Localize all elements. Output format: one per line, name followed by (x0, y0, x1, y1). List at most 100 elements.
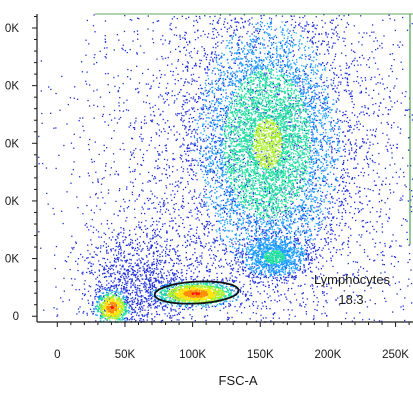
event-point (159, 167, 161, 169)
event-point (146, 261, 148, 264)
event-point (75, 242, 77, 244)
event-point (384, 297, 386, 299)
event-point (329, 207, 331, 209)
event-point (314, 238, 316, 240)
event-point (91, 243, 93, 246)
event-point (131, 239, 133, 242)
event-point (323, 286, 325, 288)
event-point (343, 193, 345, 195)
event-point (139, 245, 141, 247)
event-point (339, 110, 341, 112)
event-point (93, 256, 95, 258)
event-point (133, 156, 135, 158)
event-point (204, 226, 206, 229)
event-point (187, 216, 189, 219)
event-point (321, 249, 323, 251)
event-point (131, 303, 133, 305)
event-point (197, 101, 199, 103)
event-point (178, 235, 181, 237)
event-point (275, 272, 277, 275)
event-point (240, 251, 243, 253)
event-point (195, 64, 197, 66)
event-point (191, 275, 193, 278)
event-point (140, 229, 143, 231)
event-point (250, 257, 253, 259)
event-point (104, 35, 106, 37)
event-point (219, 309, 221, 312)
event-point (254, 210, 257, 213)
event-point (345, 90, 348, 93)
event-point (159, 281, 161, 284)
event-point (351, 132, 353, 134)
event-point (373, 89, 375, 91)
event-point (290, 24, 293, 26)
event-point (392, 311, 394, 313)
event-point (314, 86, 316, 89)
event-point (387, 109, 390, 111)
event-point (193, 272, 195, 274)
event-point (255, 269, 257, 271)
event-point (241, 268, 243, 270)
event-point (148, 295, 150, 297)
event-point (286, 276, 288, 278)
event-point (218, 260, 220, 262)
event-point (131, 297, 134, 299)
event-point (287, 280, 289, 282)
event-point (220, 194, 222, 197)
event-point (318, 33, 320, 36)
event-point (118, 232, 120, 234)
event-point (250, 68, 252, 70)
event-point (242, 190, 244, 192)
event-point (171, 199, 173, 201)
event-point (275, 108, 277, 110)
event-point (186, 134, 188, 136)
event-point (162, 268, 164, 271)
event-point (137, 263, 139, 265)
event-point (203, 47, 205, 50)
event-point (159, 211, 161, 213)
event-point (148, 287, 151, 289)
event-point (191, 241, 193, 243)
event-point (174, 309, 176, 311)
event-point (126, 289, 129, 291)
event-point (98, 281, 100, 283)
event-point (305, 162, 307, 164)
event-point (263, 14, 265, 16)
event-point (89, 286, 92, 288)
event-point (150, 114, 152, 116)
event-point (326, 62, 329, 64)
event-point (132, 301, 134, 304)
event-point (190, 163, 192, 165)
event-point (341, 121, 343, 123)
event-point (172, 159, 174, 161)
event-point (134, 310, 136, 312)
event-point (252, 199, 255, 201)
event-point (390, 124, 393, 126)
event-point (342, 163, 344, 165)
event-point (190, 258, 192, 260)
event-point (143, 267, 145, 269)
event-point (138, 265, 140, 267)
event-point (123, 30, 126, 33)
event-point (227, 160, 229, 163)
event-point (342, 174, 344, 176)
event-point (336, 217, 338, 220)
event-point (212, 164, 214, 166)
event-point (360, 266, 362, 268)
event-point (245, 294, 247, 296)
event-point (116, 34, 118, 36)
event-point (169, 315, 172, 317)
event-point (340, 175, 342, 178)
event-point (150, 244, 152, 246)
event-point (203, 55, 205, 57)
event-point (150, 245, 153, 247)
event-point (299, 90, 302, 92)
event-point (143, 271, 146, 273)
event-point (117, 260, 120, 262)
event-point (264, 187, 267, 189)
event-point (147, 312, 149, 314)
event-point (170, 239, 172, 241)
event-point (156, 307, 158, 309)
event-point (205, 79, 207, 82)
event-point (248, 305, 251, 307)
